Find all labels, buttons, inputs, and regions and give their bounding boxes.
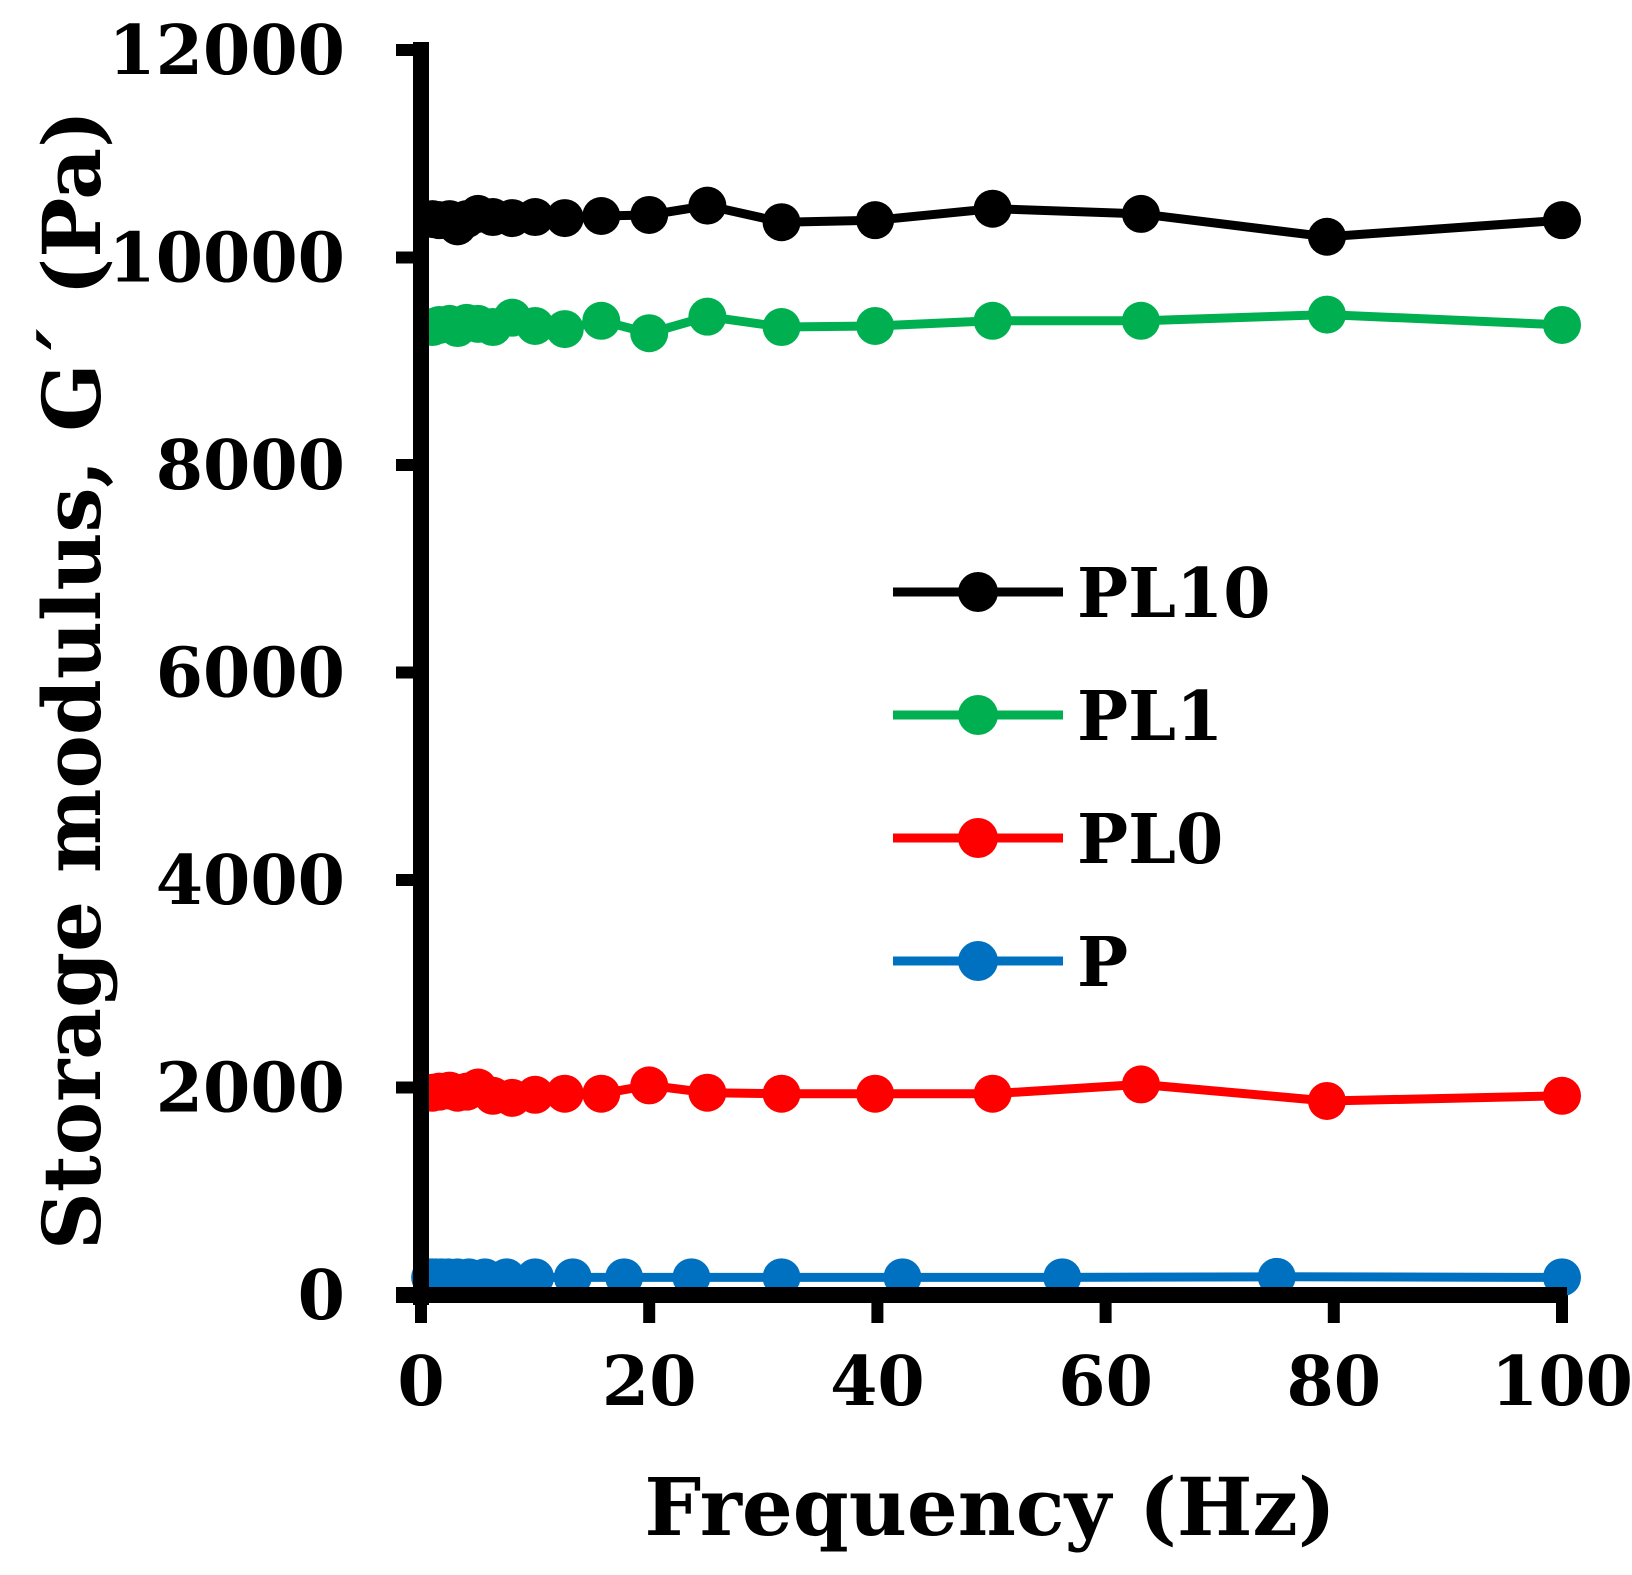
x-tick-label: 40 [830, 1342, 925, 1422]
y-tick-label: 0 [298, 1256, 345, 1336]
data-point [856, 306, 895, 345]
data-point [1121, 1065, 1160, 1104]
series-pl10 [413, 186, 1581, 256]
data-point [516, 198, 555, 237]
data-point [487, 1258, 526, 1297]
data-point [762, 1074, 801, 1113]
x-tick-label: 0 [397, 1342, 444, 1422]
data-point [630, 314, 669, 353]
data-point [582, 1074, 621, 1113]
x-tick-label: 60 [1058, 1342, 1153, 1422]
data-point [545, 1074, 584, 1113]
data-point [1257, 1257, 1296, 1296]
series-pl1 [413, 295, 1581, 353]
data-point [553, 1258, 592, 1297]
data-point [883, 1258, 922, 1297]
y-axis: 0 2000 4000 6000 8000 10000 12000 [108, 11, 429, 1336]
legend-item-pl1: PL1 [893, 677, 1223, 757]
data-point [1307, 295, 1346, 334]
legend-label: PL0 [1077, 800, 1223, 880]
legend: PL10 PL1 PL0 P [893, 554, 1271, 1003]
data-point [856, 1074, 895, 1113]
data-point [1543, 1076, 1581, 1115]
legend-label: PL1 [1077, 677, 1223, 757]
data-point [762, 203, 801, 242]
data-point [688, 1073, 727, 1112]
legend-label: P [1077, 923, 1128, 1003]
data-point [630, 1066, 669, 1105]
data-point [1307, 217, 1346, 256]
data-point [1543, 305, 1581, 344]
data-point [1121, 194, 1160, 233]
legend-item-pl0: PL0 [893, 800, 1223, 880]
data-point [973, 1074, 1012, 1113]
series-line [427, 1272, 1563, 1282]
data-point [973, 301, 1012, 340]
x-tick-label: 20 [602, 1342, 697, 1422]
series-pl0 [413, 1065, 1581, 1120]
data-point [582, 197, 621, 235]
x-tick-label: 80 [1286, 1342, 1381, 1422]
y-tick-label: 10000 [108, 219, 345, 299]
y-tick-label: 8000 [156, 426, 345, 506]
y-axis-title: Storage modulus, G´ (Pa) [25, 110, 119, 1250]
data-point [630, 195, 669, 234]
legend-marker [958, 941, 998, 981]
legend-marker [958, 572, 998, 612]
data-point [762, 308, 801, 347]
legend-item-pl10: PL10 [893, 554, 1271, 634]
legend-marker [958, 818, 998, 858]
data-point [516, 1258, 555, 1297]
data-point [1121, 301, 1160, 340]
series-p [411, 1257, 1581, 1297]
y-tick-label: 12000 [108, 11, 345, 91]
y-tick-label: 6000 [156, 634, 345, 714]
data-point [516, 306, 555, 345]
data-point [1543, 201, 1581, 240]
data-point [1307, 1081, 1346, 1120]
y-tick-label: 2000 [156, 1049, 345, 1129]
y-tick-label: 4000 [156, 841, 345, 921]
data-point [582, 301, 621, 340]
data-point [545, 199, 584, 238]
data-point [672, 1258, 711, 1297]
legend-item-p: P [893, 923, 1128, 1003]
data-point [856, 201, 895, 240]
legend-marker [958, 695, 998, 735]
data-point [688, 297, 727, 336]
x-tick-label: 100 [1491, 1342, 1632, 1422]
data-point [762, 1258, 801, 1297]
data-point [973, 189, 1012, 228]
data-point [688, 186, 727, 225]
x-axis-title: Frequency (Hz) [644, 1460, 1335, 1554]
data-point [1543, 1258, 1581, 1297]
plot-area [411, 186, 1581, 1297]
data-point [545, 310, 584, 349]
x-axis: 0 20 40 60 80 100 [396, 1287, 1632, 1422]
data-point [605, 1258, 644, 1297]
data-point [516, 1075, 555, 1114]
legend-label: PL10 [1077, 554, 1271, 634]
data-point [1043, 1258, 1082, 1297]
